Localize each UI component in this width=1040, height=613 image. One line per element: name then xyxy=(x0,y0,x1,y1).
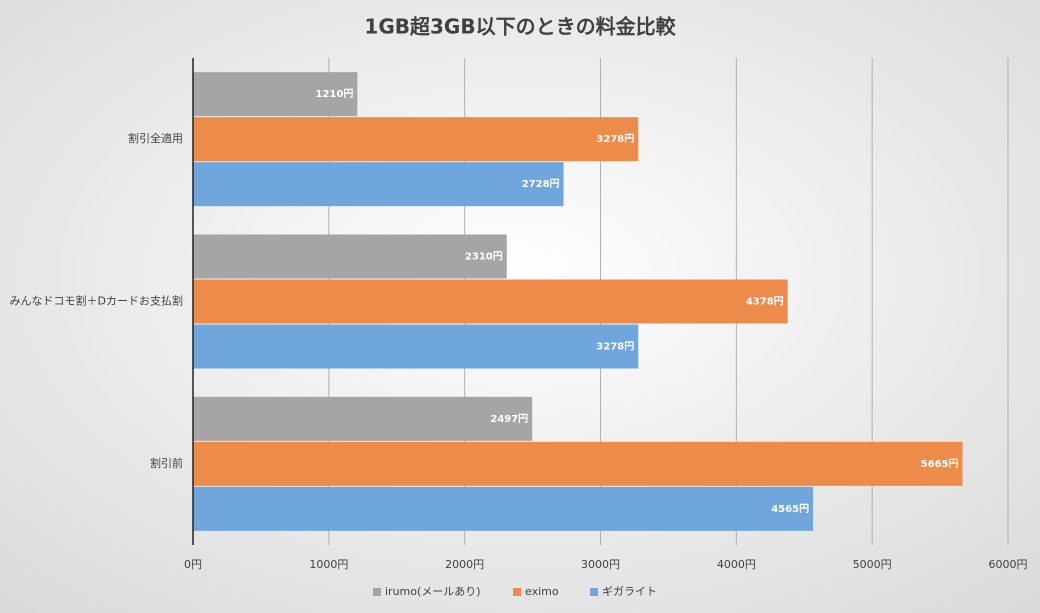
value-label: 3278円 xyxy=(596,133,634,145)
value-label: 2728円 xyxy=(522,178,560,190)
legend-label: eximo xyxy=(525,585,559,598)
x-tick-label: 1000円 xyxy=(309,558,348,571)
value-label: 4565円 xyxy=(771,503,809,515)
value-label: 2497円 xyxy=(490,413,528,425)
value-label: 1210円 xyxy=(316,88,354,100)
x-tick-label: 0円 xyxy=(184,558,202,571)
bar xyxy=(193,279,788,324)
bar xyxy=(193,117,639,162)
legend-swatch xyxy=(513,588,521,596)
value-label: 3278円 xyxy=(596,341,634,353)
y-tick-label: 割引全適用 xyxy=(128,131,183,145)
bar xyxy=(193,486,814,531)
chart-title: 1GB超3GB以下のときの料金比較 xyxy=(364,15,676,39)
bar xyxy=(193,324,639,369)
value-label: 2310円 xyxy=(465,251,503,263)
legend-label: irumo(メールあり) xyxy=(385,585,481,598)
x-tick-label: 2000円 xyxy=(445,558,484,571)
value-label: 4378円 xyxy=(746,296,784,308)
bar xyxy=(193,72,358,117)
legend-swatch xyxy=(373,588,381,596)
x-tick-label: 4000円 xyxy=(717,558,756,571)
legend-swatch xyxy=(590,588,598,596)
value-label: 5665円 xyxy=(921,458,959,470)
x-tick-label: 3000円 xyxy=(581,558,620,571)
legend-label: ギガライト xyxy=(602,585,657,598)
bar xyxy=(193,396,533,441)
bar xyxy=(193,162,564,207)
bar xyxy=(193,234,507,279)
x-tick-label: 5000円 xyxy=(853,558,892,571)
bar xyxy=(193,441,963,486)
y-tick-label: 割引前 xyxy=(150,456,183,470)
y-tick-label: みんなドコモ割＋Dカードお支払割 xyxy=(10,294,183,308)
x-tick-label: 6000円 xyxy=(989,558,1028,571)
